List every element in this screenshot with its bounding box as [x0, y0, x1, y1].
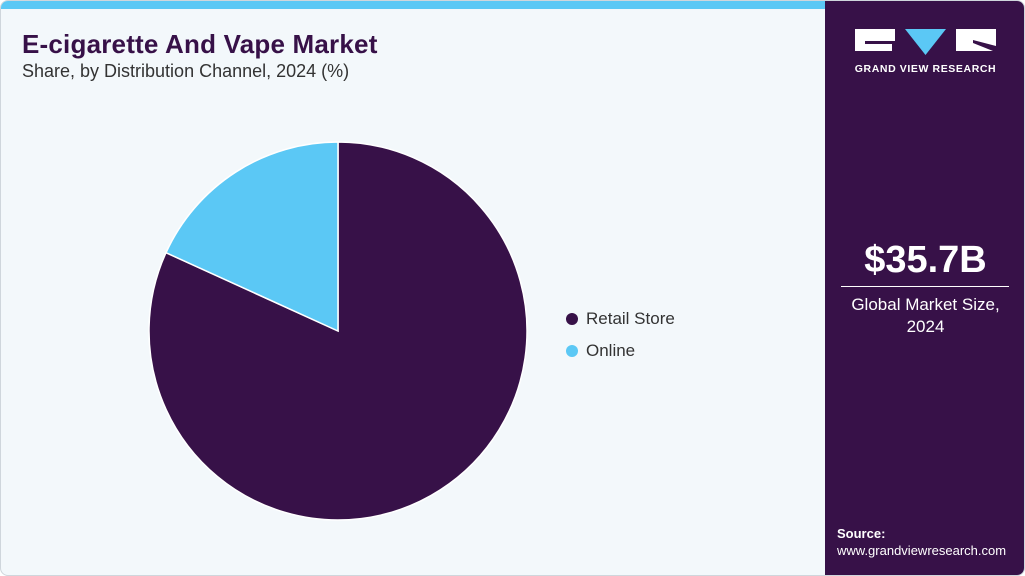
gvr-logo-icon	[855, 29, 996, 55]
market-size-value: $35.7B	[864, 239, 987, 281]
chart-subtitle: Share, by Distribution Channel, 2024 (%)	[22, 61, 350, 81]
source-label: Source:	[837, 526, 886, 541]
market-size-label-line2: 2024	[906, 317, 945, 336]
sidebar: GRAND VIEW RESEARCH $35.7B Global Market…	[825, 1, 1024, 575]
pie-chart	[148, 141, 528, 521]
pie-slice-online	[164, 141, 339, 333]
accent-bar	[1, 1, 825, 9]
legend-label: Retail Store	[586, 309, 675, 328]
source-url: www.grandviewresearch.com	[837, 543, 1007, 558]
legend-label: Online	[586, 341, 636, 360]
logo-text: GRAND VIEW RESEARCH	[854, 63, 997, 75]
market-size-label: Global Market Size, 2024	[825, 294, 1024, 338]
legend-item-retail-store: Retail Store	[566, 303, 675, 335]
market-size-label-line1: Global Market Size,	[851, 295, 1000, 314]
legend-dot-icon	[566, 345, 578, 357]
legend-dot-icon	[566, 313, 578, 325]
legend-item-online: Online	[566, 335, 675, 367]
legend: Retail Store Online	[566, 303, 675, 367]
pie-svg	[148, 141, 528, 521]
divider	[841, 286, 1009, 287]
chart-title: E-cigarette And Vape Market	[22, 29, 378, 59]
